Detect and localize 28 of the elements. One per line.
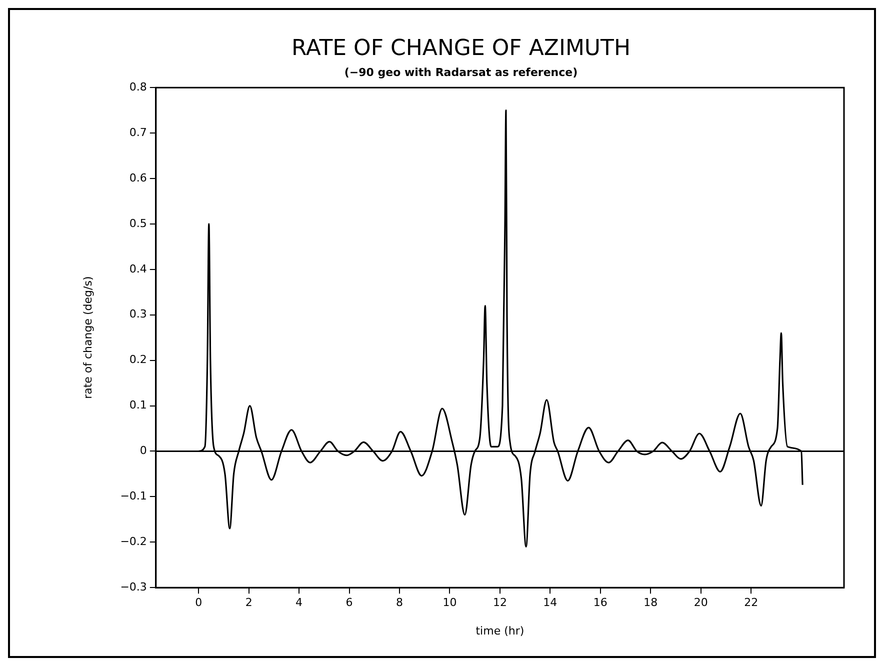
- x-tick-label: 18: [644, 596, 658, 610]
- y-tick-label: 0.1: [129, 398, 147, 412]
- x-tick-label: 16: [593, 596, 608, 610]
- x-tick-label: 10: [442, 596, 457, 610]
- x-tick-label: 6: [346, 596, 353, 610]
- x-axis-title: time (hr): [476, 624, 524, 638]
- chart-subtitle: (−90 geo with Radarsat as reference): [344, 66, 578, 79]
- x-tick-label: 4: [296, 596, 303, 610]
- x-tick-label: 12: [492, 596, 507, 610]
- y-tick-label: 0: [140, 444, 147, 458]
- x-tick-label: 14: [543, 596, 558, 610]
- y-tick-label: −0.2: [120, 535, 147, 548]
- y-tick-label: 0.6: [129, 171, 147, 184]
- x-tick-label: 22: [744, 596, 758, 610]
- x-tick-label: 2: [245, 596, 252, 610]
- x-tick-label: 0: [195, 596, 202, 610]
- y-axis-title: rate of change (deg/s): [81, 276, 94, 399]
- y-tick-label: −0.3: [120, 580, 147, 594]
- chart-title: RATE OF CHANGE OF AZIMUTH: [291, 36, 631, 61]
- y-tick-label: 0.3: [129, 308, 147, 321]
- y-tick-label: 0.4: [129, 262, 147, 276]
- y-tick-label: 0.8: [129, 80, 147, 94]
- x-tick-label: 8: [396, 596, 404, 610]
- y-tick-label: 0.5: [129, 216, 147, 230]
- y-tick-label: 0.2: [129, 353, 147, 366]
- x-tick-label: 20: [694, 596, 708, 610]
- y-tick-label: 0.7: [129, 126, 147, 139]
- y-tick-label: −0.1: [120, 490, 147, 503]
